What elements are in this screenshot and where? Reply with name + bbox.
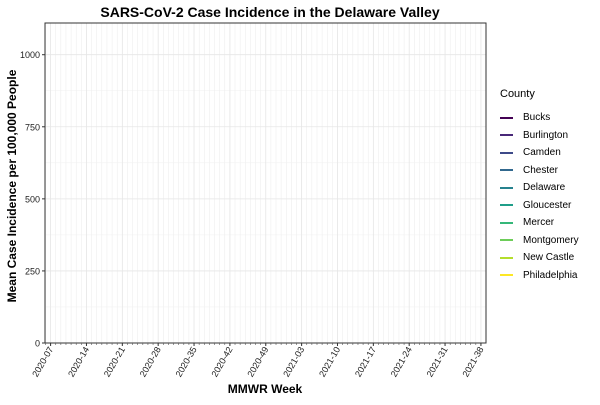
x-tick-label: 2020-49 (245, 345, 270, 379)
legend-items: Bucks Burlington Camden Chester Delaware Glou… (500, 109, 598, 284)
legend-label: Montgomery (523, 234, 579, 246)
legend-label: Gloucester (523, 199, 572, 211)
legend-item: Bucks (500, 109, 598, 127)
legend-swatch (500, 274, 513, 277)
y-tick-label: 500 (25, 194, 40, 204)
legend-swatch (500, 169, 513, 172)
x-tick-label: 2020-07 (30, 345, 55, 379)
x-tick-label: 2020-42 (209, 345, 234, 379)
legend-label: Camden (523, 147, 561, 159)
legend-swatch (500, 204, 513, 207)
y-axis-label: Mean Case Incidence per 100,000 People (5, 69, 19, 302)
legend-label: New Castle (523, 252, 575, 264)
x-tick-label: 2021-03 (281, 345, 306, 379)
legend-item: Delaware (500, 179, 598, 197)
legend-title: County (500, 88, 535, 100)
y-tick-label: 250 (25, 266, 40, 276)
legend-swatch (500, 151, 513, 154)
legend-item: New Castle (500, 249, 598, 267)
legend-label: Philadelphia (523, 269, 578, 281)
legend-swatch (500, 134, 513, 137)
x-tick-label: 2020-28 (138, 345, 163, 379)
legend-item: Mercer (500, 214, 598, 232)
x-tick-label: 2021-31 (425, 345, 450, 379)
x-tick-label: 2021-38 (460, 345, 485, 379)
legend-item: Chester (500, 162, 598, 180)
legend-label: Burlington (523, 129, 569, 141)
plot-area: 0 250 500 750 1000 2020-07 2020-14 2020-21 2020-… (20, 22, 487, 379)
legend-label: Bucks (523, 112, 551, 124)
chart-title: SARS-CoV-2 Case Incidence in the Delawar… (100, 4, 439, 20)
legend-swatch (500, 186, 513, 189)
legend-swatch (500, 239, 513, 242)
x-tick-label: 2020-35 (174, 345, 199, 379)
x-axis-label: MMWR Week (228, 382, 303, 396)
legend-label: Mercer (523, 217, 555, 229)
legend-swatch (500, 256, 513, 259)
legend-label: Chester (523, 164, 559, 176)
y-tick-label: 750 (25, 122, 40, 132)
legend-item: Montgomery (500, 232, 598, 250)
legend: County Bucks Burlington Camden Chester Delaw… (500, 88, 598, 284)
x-tick-label: 2020-14 (66, 345, 91, 379)
legend-item: Philadelphia (500, 267, 598, 285)
legend-item: Gloucester (500, 197, 598, 215)
y-tick-label: 0 (35, 339, 40, 349)
legend-item: Camden (500, 144, 598, 162)
legend-swatch (500, 221, 513, 224)
x-tick-label: 2021-24 (389, 345, 414, 379)
legend-label: Delaware (523, 182, 566, 194)
x-tick-label: 2021-10 (317, 345, 342, 379)
y-tick-label: 1000 (20, 50, 40, 60)
x-tick-label: 2021-17 (353, 345, 378, 379)
x-tick-label: 2020-21 (102, 345, 127, 379)
legend-swatch (500, 116, 513, 119)
legend-item: Burlington (500, 127, 598, 145)
